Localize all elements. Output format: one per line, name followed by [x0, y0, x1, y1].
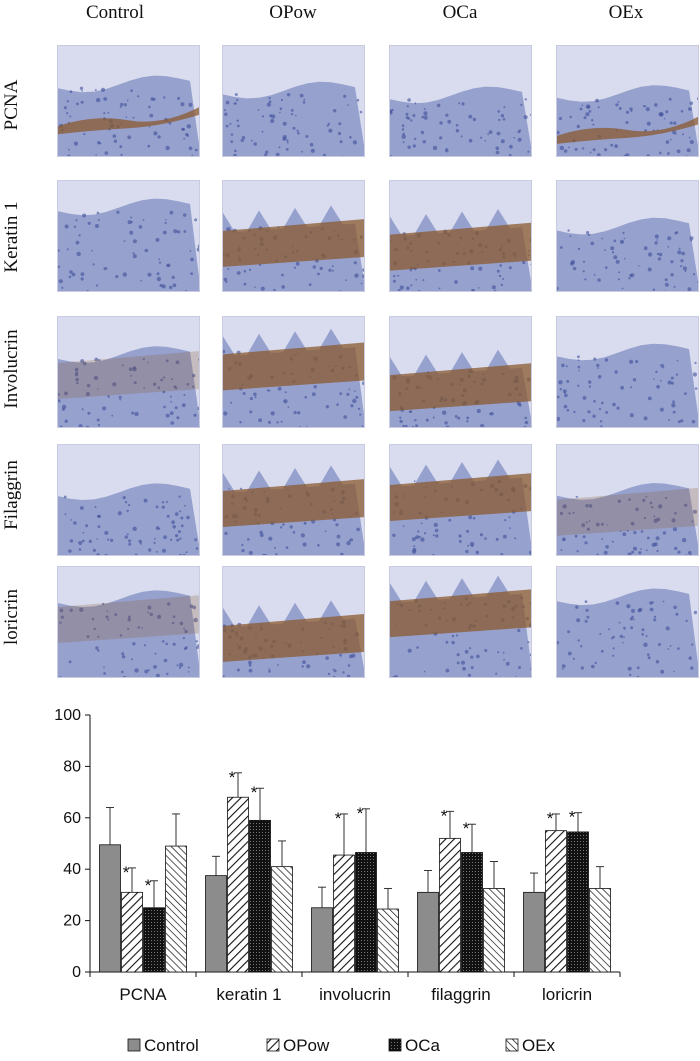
y-tick-label: 0	[72, 964, 81, 981]
x-category-label: PCNA	[119, 985, 167, 1004]
micrograph-pcna-oca	[389, 45, 532, 157]
significance-star: *	[569, 808, 576, 827]
x-category-label: filaggrin	[431, 985, 491, 1004]
micrograph-involucrin-oex	[556, 316, 699, 428]
bar-oex-keratin-1	[271, 866, 293, 973]
row-label-pcna: PCNA	[1, 79, 22, 131]
micrograph-filaggrin-oca	[389, 444, 532, 556]
legend-label-oex: OEx	[522, 1036, 556, 1055]
micrograph-loricrin-control	[57, 566, 200, 678]
significance-star: *	[463, 819, 470, 838]
bar-oex-loricrin	[589, 888, 611, 973]
micrograph-keratin-1-oex	[556, 180, 699, 292]
row-label-keratin-1: Keratin 1	[1, 201, 22, 273]
row-label-filaggrin: Filaggrin	[1, 460, 22, 530]
x-category-label: involucrin	[319, 985, 391, 1004]
micrograph-loricrin-opow	[222, 566, 365, 678]
significance-star: *	[357, 804, 364, 823]
significance-star: *	[123, 863, 130, 882]
bar-oca-PCNA	[143, 907, 165, 973]
micrograph-keratin-1-control	[57, 180, 200, 292]
bar-opow-involucrin	[333, 854, 355, 973]
micrograph-keratin-1-opow	[222, 180, 365, 292]
significance-star: *	[441, 806, 448, 825]
column-header-oca: OCa	[442, 2, 478, 23]
bar-oca-keratin-1	[249, 819, 271, 973]
legend-swatch-oex	[505, 1038, 519, 1052]
legend-label-opow: OPow	[283, 1036, 330, 1055]
column-header-oex: OEx	[608, 2, 644, 23]
x-category-label: keratin 1	[216, 985, 281, 1004]
column-header-control: Control	[85, 2, 145, 23]
micrograph-involucrin-control	[57, 316, 200, 428]
bar-oex-involucrin	[377, 908, 399, 973]
bar-opow-loricrin	[545, 830, 567, 973]
y-tick-label: 80	[63, 758, 81, 775]
y-tick-label: 40	[63, 861, 81, 878]
micrograph-loricrin-oex	[556, 566, 699, 678]
row-label-involucrin: Involucrin	[1, 329, 22, 409]
micrograph-loricrin-oca	[389, 566, 532, 678]
bar-opow-keratin-1	[227, 796, 249, 973]
micrograph-pcna-oex	[556, 45, 699, 157]
legend-label-oca: OCa	[405, 1036, 441, 1055]
y-tick-label: 20	[63, 913, 81, 930]
micrograph-involucrin-opow	[222, 316, 365, 428]
micrograph-pcna-control	[57, 45, 200, 157]
bar-opow-PCNA	[121, 891, 143, 973]
micrograph-pcna-opow	[222, 45, 365, 157]
x-category-label: loricrin	[542, 985, 592, 1004]
micrograph-filaggrin-oex	[556, 444, 699, 556]
y-tick-label: 60	[63, 810, 81, 827]
significance-star: *	[335, 809, 342, 828]
significance-star: *	[229, 768, 236, 787]
micrograph-filaggrin-control	[57, 444, 200, 556]
legend-swatch-control	[127, 1038, 141, 1052]
significance-star: *	[145, 876, 152, 895]
bar-oca-filaggrin	[461, 852, 483, 973]
bar-oca-involucrin	[355, 852, 377, 973]
bar-control-keratin-1	[205, 875, 227, 973]
bar-oca-loricrin	[567, 831, 589, 973]
significance-star: *	[251, 783, 258, 802]
y-tick-label: 100	[54, 707, 81, 724]
column-header-opow: OPow	[269, 2, 317, 23]
bar-chart: 0 20 40 60 80 100 * * PCNA * * keratin 1 * * involucri…	[54, 707, 621, 1055]
row-label-loricrin: loricrin	[1, 589, 22, 645]
bar-control-loricrin	[523, 891, 545, 973]
legend-swatch-oca	[388, 1038, 402, 1052]
bar-control-filaggrin	[417, 891, 439, 973]
bar-oex-filaggrin	[483, 888, 505, 973]
significance-star: *	[547, 809, 554, 828]
legend-swatch-opow	[266, 1038, 280, 1052]
bar-oex-PCNA	[165, 845, 187, 973]
bar-control-PCNA	[99, 844, 121, 973]
bar-opow-filaggrin	[439, 837, 461, 973]
legend-label-control: Control	[144, 1036, 199, 1055]
bar-control-involucrin	[311, 907, 333, 973]
micrograph-involucrin-oca	[389, 316, 532, 428]
micrograph-filaggrin-opow	[222, 444, 365, 556]
micrograph-keratin-1-oca	[389, 180, 532, 292]
